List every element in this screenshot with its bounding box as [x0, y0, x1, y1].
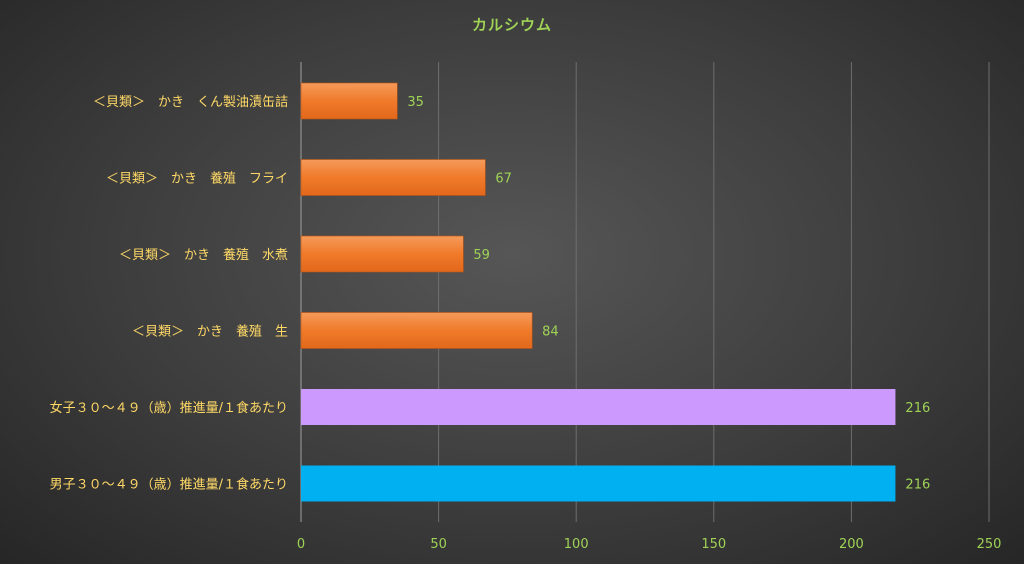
bar-0 — [300, 82, 398, 120]
category-label-2: ＜貝類＞ かき 養殖 水煮 — [119, 247, 288, 263]
x-tick-label-100: 100 — [564, 537, 589, 552]
category-label-3: ＜貝類＞ かき 養殖 生 — [132, 324, 288, 340]
data-label-4: 216 — [905, 401, 930, 416]
bar-4 — [301, 389, 896, 425]
category-label-4: 女子３０～４９（歳）推進量/１食あたり — [50, 400, 288, 416]
data-label-3: 84 — [542, 325, 559, 340]
data-label-0: 35 — [407, 95, 424, 110]
data-label-5: 216 — [905, 478, 930, 493]
data-label-1: 67 — [495, 172, 512, 187]
category-label-5: 男子３０～４９（歳）推進量/１食あたり — [50, 477, 288, 493]
category-label-1: ＜貝類＞ かき 養殖 フライ — [106, 171, 288, 187]
x-tick-label-0: 0 — [297, 537, 305, 552]
bar-3 — [300, 312, 533, 349]
chart-title: カルシウム — [471, 16, 552, 34]
x-tick-label-200: 200 — [839, 537, 864, 552]
data-label-2: 59 — [473, 248, 490, 263]
x-tick-label-50: 50 — [430, 537, 447, 552]
bar-5 — [301, 465, 896, 502]
x-tick-label-250: 250 — [977, 537, 1002, 552]
bar-1 — [300, 159, 486, 196]
x-tick-label-150: 150 — [701, 537, 726, 552]
category-label-0: ＜貝類＞ かき くん製油漬缶詰 — [93, 94, 288, 110]
bar-2 — [300, 235, 464, 273]
